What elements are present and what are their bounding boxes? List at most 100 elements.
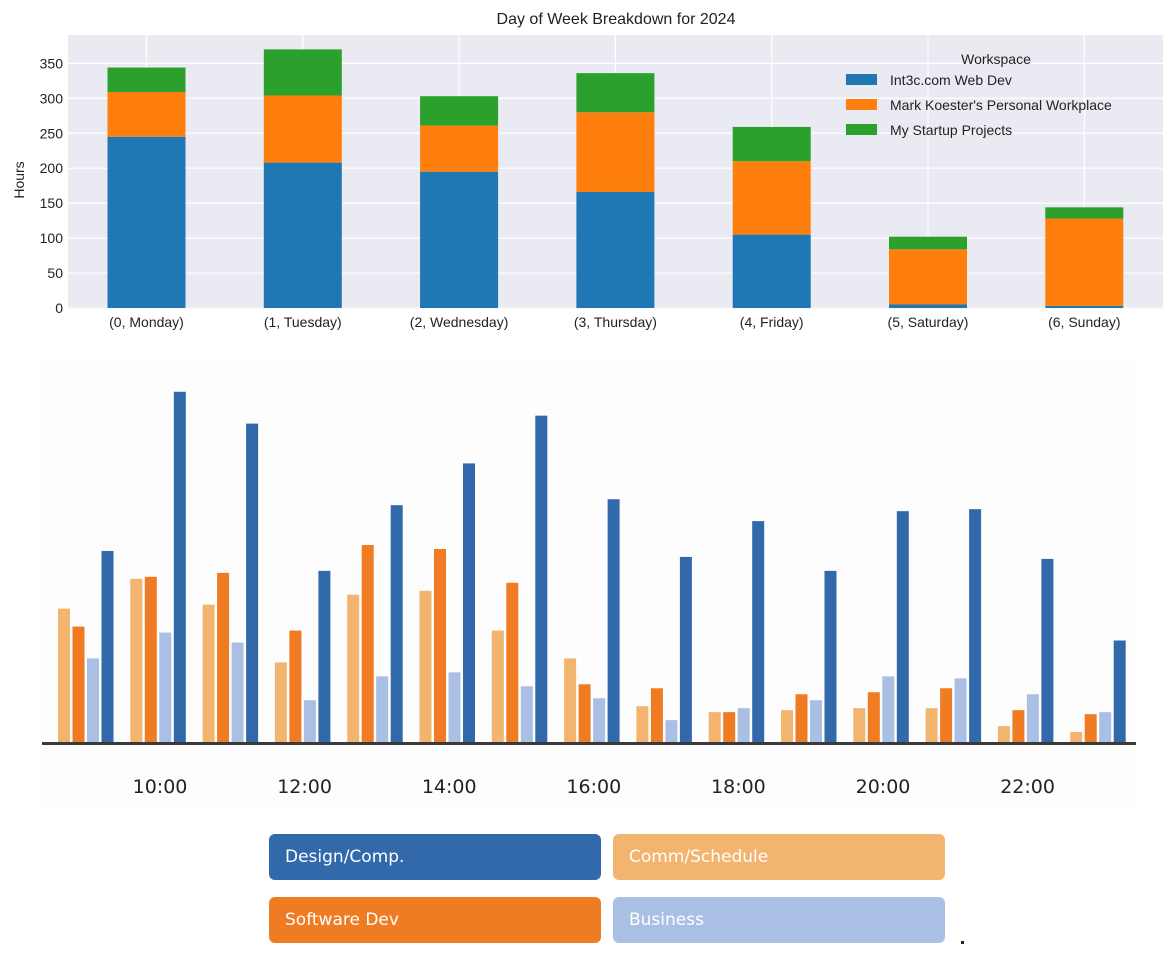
hour-tick-label: 10:00 [133, 776, 188, 798]
bar-5-saturday-my-startup-projects [889, 236, 967, 250]
bar-20h-business [882, 676, 895, 742]
legend-swatch-int3c-com-web-dev [846, 74, 877, 85]
bar-0-monday-my-startup-projects [107, 67, 186, 93]
bar-21h-comm-schedule [925, 708, 938, 742]
bar-23h-business [1099, 712, 1112, 742]
bar-6-sunday-my-startup-projects [1045, 207, 1124, 219]
bar-10h-software-dev [144, 576, 157, 742]
bar-19h-design-comp [824, 570, 837, 742]
bar-1-tuesday-int3c-com-web-dev [263, 162, 342, 308]
legend-comm-schedule: Comm/Schedule [613, 834, 945, 880]
legend-label-int3c-com-web-dev: Int3c.com Web Dev [890, 72, 1012, 88]
bar-9h-software-dev [72, 626, 85, 742]
bar-22h-comm-schedule [997, 726, 1010, 742]
hour-tick-label: 16:00 [566, 776, 621, 798]
weekday-legend-title: Workspace [961, 51, 1031, 67]
bar-19h-business [810, 700, 822, 742]
bar-18h-business [737, 708, 750, 742]
hourly-bars [58, 391, 1126, 742]
hourly-tick-labels: 10:00 12:00 14:00 16:00 18:00 20:00 22:00 [133, 776, 1055, 798]
weekday-bars [107, 49, 1124, 308]
hour-tick-label: 14:00 [422, 776, 477, 798]
bar-22h-software-dev [1012, 710, 1025, 742]
x-tick-label: (3, Thursday) [574, 314, 657, 330]
y-tick-label: 200 [40, 160, 64, 176]
stray-dot [961, 941, 964, 944]
hour-tick-label: 18:00 [711, 776, 766, 798]
y-tick-label: 150 [40, 195, 64, 211]
bar-20h-design-comp [896, 511, 909, 742]
bar-19h-software-dev [795, 694, 808, 742]
bar-12h-design-comp [318, 570, 331, 742]
bar-14h-software-dev [434, 548, 446, 742]
bar-11h-comm-schedule [202, 604, 215, 742]
legend-swatch-mark-koester-s-personal-workplace [846, 99, 877, 110]
bar-16h-comm-schedule [564, 658, 577, 742]
hour-tick-label: 20:00 [856, 776, 911, 798]
bar-13h-comm-schedule [347, 594, 360, 742]
bar-3-thursday-mark-koester-s-personal-workplace [576, 112, 655, 192]
bar-0-monday-mark-koester-s-personal-workplace [107, 92, 186, 137]
bar-2-wednesday-int3c-com-web-dev [420, 171, 499, 308]
bar-21h-business [954, 678, 967, 742]
bar-10h-business [159, 632, 172, 742]
bar-10h-comm-schedule [130, 578, 143, 742]
bar-4-friday-mark-koester-s-personal-workplace [732, 161, 811, 235]
legend-swatch-my-startup-projects [846, 124, 877, 135]
weekday-chart-title: Day of Week Breakdown for 2024 [497, 11, 736, 28]
weekday-y-axis-label: Hours [11, 161, 27, 198]
x-tick-label: (0, Monday) [109, 314, 184, 330]
bar-12h-business [303, 700, 316, 742]
bar-6-sunday-mark-koester-s-personal-workplace [1045, 218, 1124, 306]
bar-19h-comm-schedule [781, 710, 793, 742]
bar-15h-design-comp [535, 415, 548, 742]
bar-4-friday-my-startup-projects [732, 126, 811, 162]
bar-20h-software-dev [867, 692, 880, 742]
weekday-chart: 0 50 100 150 200 250 300 350 (0, Monday) (1, Tues… [11, 11, 1163, 330]
legend-label-mark-koester-s-personal-workplace: Mark Koester's Personal Workplace [890, 97, 1112, 113]
legend-software-dev-label: Software Dev [285, 910, 399, 930]
bar-17h-software-dev [650, 688, 663, 742]
bar-9h-comm-schedule [58, 608, 70, 742]
bar-1-tuesday-my-startup-projects [263, 49, 342, 96]
bar-23h-comm-schedule [1070, 732, 1083, 742]
legend-comm-schedule-label: Comm/Schedule [629, 847, 769, 867]
bar-22h-business [1026, 694, 1039, 742]
bar-6-sunday-int3c-com-web-dev [1045, 305, 1124, 308]
bar-17h-design-comp [679, 556, 692, 742]
bar-21h-software-dev [940, 688, 953, 742]
legend-business: Business [613, 897, 945, 943]
bar-5-saturday-mark-koester-s-personal-workplace [889, 249, 967, 305]
legend-design-comp: Design/Comp. [269, 834, 601, 880]
legend-business-label: Business [629, 910, 704, 930]
bar-12h-comm-schedule [274, 662, 287, 742]
hourly-chart: 10:00 12:00 14:00 16:00 18:00 20:00 22:00 [42, 358, 1136, 808]
y-tick-label: 50 [47, 265, 63, 281]
x-tick-label: (5, Saturday) [888, 314, 969, 330]
bar-4-friday-int3c-com-web-dev [732, 234, 811, 308]
x-tick-label: (4, Friday) [740, 314, 804, 330]
y-tick-label: 300 [40, 90, 64, 106]
bar-10h-design-comp [173, 391, 186, 742]
bar-9h-business [87, 658, 99, 742]
bar-14h-comm-schedule [419, 590, 432, 742]
legend-label-my-startup-projects: My Startup Projects [890, 122, 1012, 138]
bar-16h-business [593, 698, 606, 742]
bar-17h-business [665, 720, 678, 742]
x-tick-label: (1, Tuesday) [264, 314, 342, 330]
legend-design-comp-label: Design/Comp. [285, 847, 405, 867]
bar-18h-design-comp [752, 521, 765, 742]
bar-21h-design-comp [969, 509, 982, 742]
x-tick-label: (6, Sunday) [1048, 314, 1120, 330]
bar-11h-software-dev [217, 572, 230, 742]
bar-15h-business [520, 686, 533, 742]
bar-22h-design-comp [1041, 558, 1054, 742]
bar-18h-software-dev [723, 712, 736, 742]
bar-15h-software-dev [506, 582, 519, 742]
bar-18h-comm-schedule [708, 712, 721, 742]
bar-13h-design-comp [390, 505, 403, 742]
weekday-legend: Workspace Int3c.com Web Dev Mark Koester'… [846, 51, 1112, 138]
y-tick-label: 0 [55, 300, 63, 316]
bar-2-wednesday-mark-koester-s-personal-workplace [420, 125, 499, 172]
y-tick-label: 100 [40, 230, 64, 246]
